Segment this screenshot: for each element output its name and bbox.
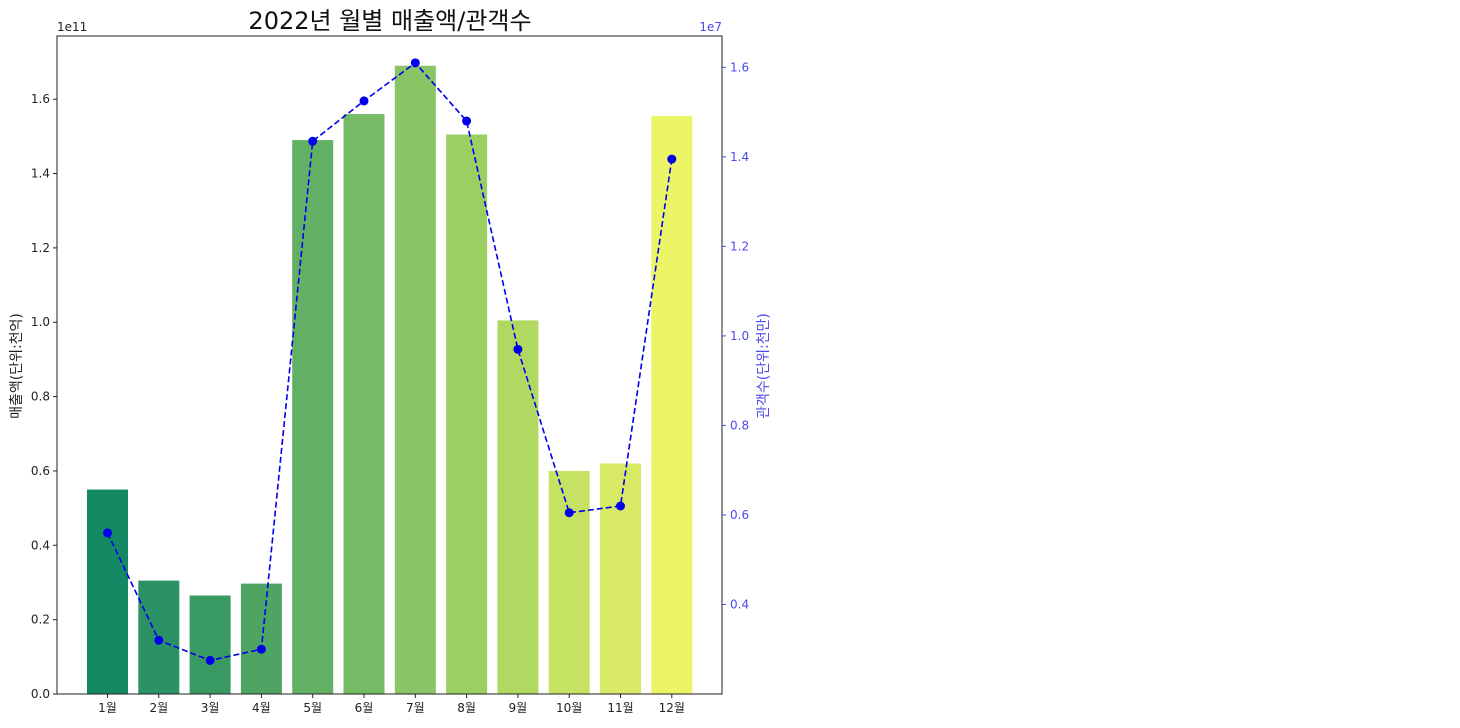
x-tick-label-6: 7월 [406,701,425,715]
line-point-3 [205,655,215,665]
line-point-7 [410,58,420,68]
x-tick-label-9: 10월 [556,701,582,715]
line-point-12 [667,154,677,164]
bar-11 [600,463,641,694]
plot-frame [56,35,723,695]
y-tick-label-3: 0.6 [31,464,50,478]
bar-12 [651,115,693,695]
y-tick-label-7: 1.4 [31,167,50,181]
line-point-10 [564,508,574,518]
bar-3 [189,595,231,694]
y2-tick-label-5: 1.4 [730,150,749,164]
line-point-4 [256,644,266,654]
chart-title: 2022년 월별 매출액/관객수 [248,7,531,35]
line-point-2 [154,635,164,645]
x-tick-label-11: 12월 [659,701,685,715]
x-tick-label-3: 4월 [252,701,271,715]
line-point-8 [462,116,472,126]
bar-9 [497,320,539,694]
line-point-5 [308,136,318,146]
y-tick-label-5: 1.0 [31,315,50,329]
bar-8 [446,134,488,694]
x-tick-label-4: 5월 [303,701,322,715]
y-tick-label-4: 0.8 [31,390,50,404]
y2-tick-label-3: 1.0 [730,329,749,343]
bar-7 [394,65,436,695]
bar-6 [343,114,385,694]
line-point-6 [359,96,369,106]
y2-tick-label-2: 0.8 [730,418,749,432]
x-tick-label-1: 2월 [149,701,168,715]
bar-10 [548,470,590,694]
x-tick-label-5: 6월 [355,701,374,715]
x-tick-label-7: 8월 [457,701,476,715]
y-tick-label-6: 1.2 [31,241,50,255]
y-tick-label-1: 0.2 [31,613,50,627]
line-series-path [106,61,673,662]
y2-tick-label-4: 1.2 [730,239,749,253]
y-tick-label-0: 0.0 [31,687,50,701]
y2-tick-label-0: 0.4 [730,597,749,611]
y-tick-label-2: 0.4 [31,538,50,552]
bars-layer [87,65,693,695]
bar-1 [87,489,128,694]
y2-tick-label-6: 1.6 [730,60,749,74]
line-point-11 [616,501,625,511]
line-point-1 [103,528,112,538]
bar-4 [240,583,282,694]
x-tick-label-0: 1월 [98,701,117,715]
y2-tick-label-1: 0.6 [730,508,749,522]
y-axis-label: 매출액(단위:천억) [9,313,25,419]
line-point-9 [513,344,523,354]
y-tick-label-8: 1.6 [31,92,50,106]
y2-axis-label: 관객수(단위:천만) [756,313,772,419]
bar-5 [292,140,334,695]
axes-layer: 0.0 0.2 0.4 0.6 0.8 1.0 1.2 1.4 1.6 0.4 0.6 0.8 1.0 1… [31,35,749,715]
x-tick-label-10: 11월 [607,701,633,715]
x-tick-label-8: 9월 [509,701,528,715]
x-tick-label-2: 3월 [201,701,220,715]
line-layer [103,58,677,665]
y2-axis-offset-label: 1e7 [699,20,722,34]
y-axis-offset-label: 1e11 [57,20,87,34]
